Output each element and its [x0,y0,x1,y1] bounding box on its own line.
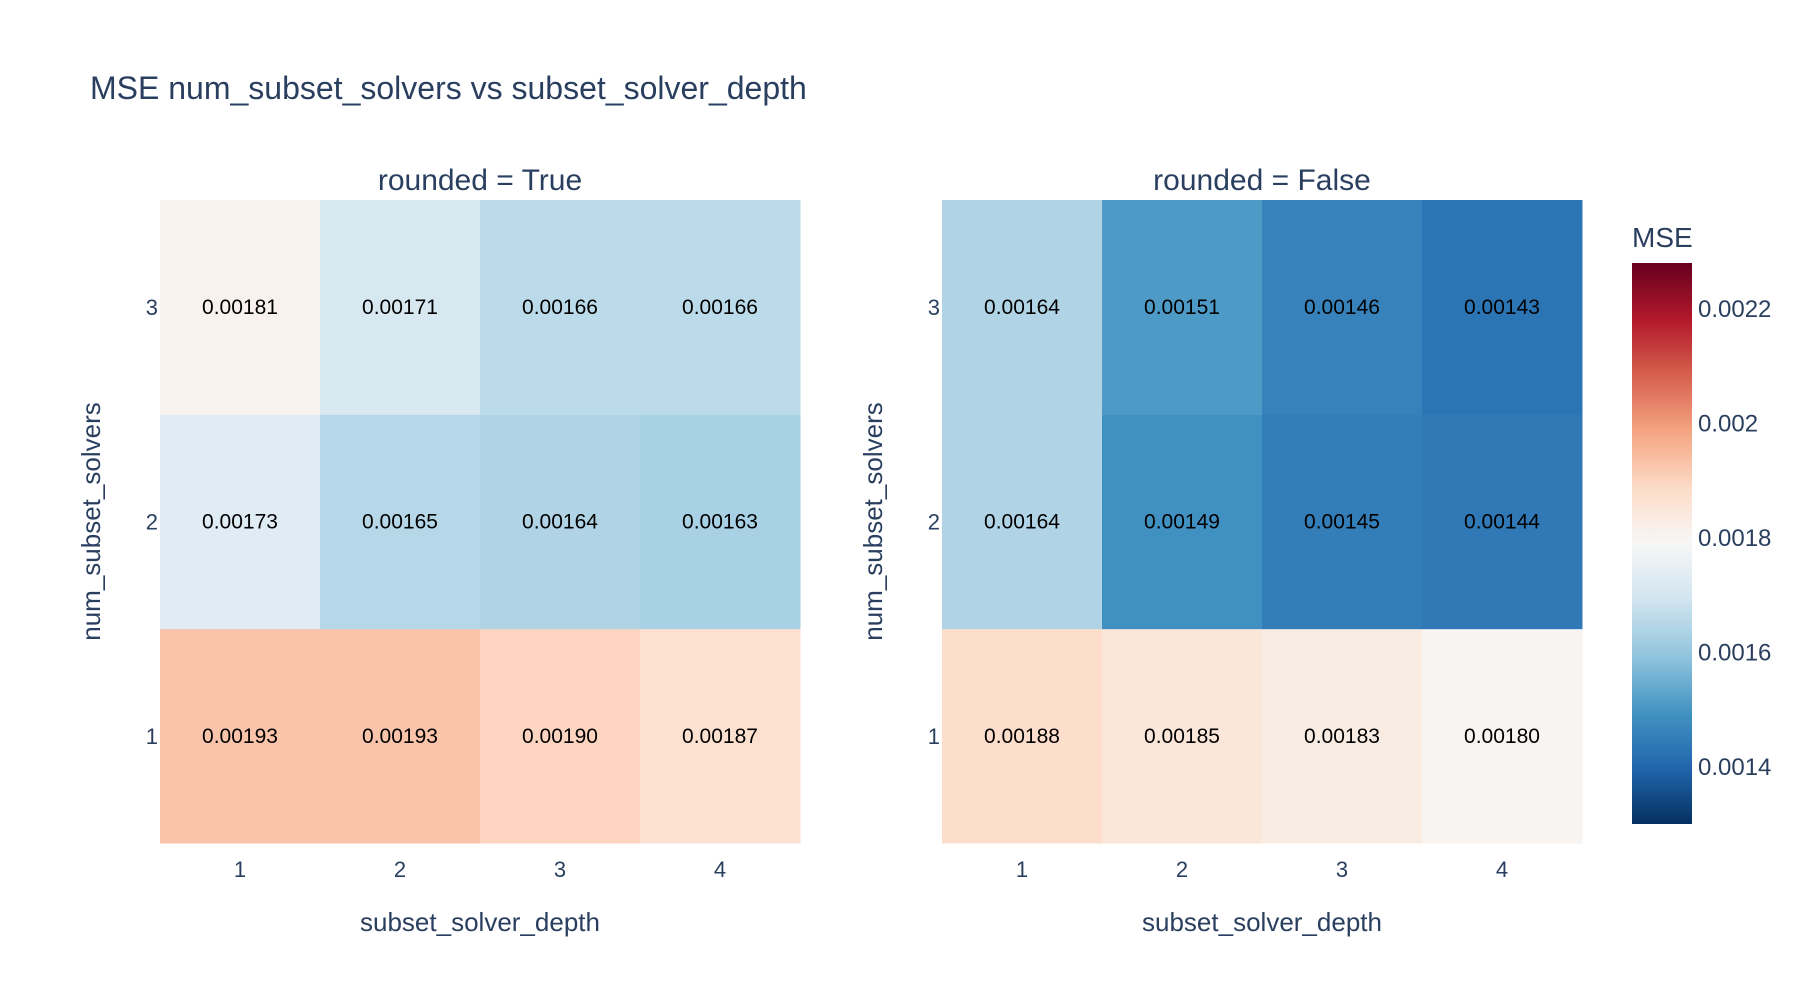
heatmap-cell [640,628,801,844]
y-tick-label: 3 [146,295,158,320]
x-tick-label: 3 [554,857,566,882]
x-tick-label: 2 [394,857,406,882]
heatmap-cell [1102,628,1263,844]
y-tick-label: 3 [928,295,940,320]
cell-value-label: 0.00188 [984,725,1060,748]
y-tick-label: 2 [928,510,940,535]
cell-value-label: 0.00173 [202,511,278,534]
cell-value-label: 0.00180 [1464,725,1540,748]
colorbar-gradient [1632,263,1692,824]
heatmap-cell [160,414,321,630]
colorbar-tick-label: 0.0022 [1698,296,1771,323]
cell-value-label: 0.00146 [1304,296,1380,319]
cell-value-label: 0.00190 [522,725,598,748]
cell-value-label: 0.00187 [682,725,758,748]
cell-value-label: 0.00149 [1144,511,1220,534]
cell-value-label: 0.00185 [1144,725,1220,748]
y-tick-label: 2 [146,510,158,535]
cell-value-label: 0.00166 [522,296,598,319]
colorbar-ticks: 0.0014 0.0016 0.0018 0.002 0.0022 [1698,296,1771,781]
cell-value-label: 0.00151 [1144,296,1220,319]
chart-title: MSE num_subset_solvers vs subset_solver_… [90,70,807,106]
heatmap-panel-2: rounded = False 0.00188 0.00185 0.00183 0.00… [858,164,1583,937]
cell-value-label: 0.00183 [1304,725,1380,748]
heatmap-cell [480,628,641,844]
x-tick-label: 1 [234,857,246,882]
heatmap-cell [320,200,481,415]
y-tick-label: 1 [146,724,158,749]
cell-value-label: 0.00166 [682,296,758,319]
x-tick-label: 4 [1496,857,1508,882]
panel-title: rounded = False [1153,164,1371,197]
y-axis-title: num_subset_solvers [76,402,106,640]
colorbar-tick-label: 0.0016 [1698,639,1771,666]
heatmap-cell [1422,414,1583,630]
cell-value-label: 0.00163 [682,511,758,534]
heatmap-cell [942,628,1103,844]
heatmap-cell [1262,200,1423,415]
colorbar-title: MSE [1632,222,1693,253]
cell-value-label: 0.00171 [362,296,438,319]
y-axis-title: num_subset_solvers [858,402,888,640]
x-tick-label: 3 [1336,857,1348,882]
colorbar-tick-label: 0.0014 [1698,754,1771,781]
heatmap-panel-1: rounded = True 0.00193 0.00193 0.00190 0.001… [76,164,801,937]
cell-value-label: 0.00164 [984,296,1060,319]
cell-value-label: 0.00181 [202,296,278,319]
heatmap-cell [1422,200,1583,415]
x-tick-label: 2 [1176,857,1188,882]
x-tick-label: 1 [1016,857,1028,882]
cell-value-label: 0.00193 [202,725,278,748]
cell-value-label: 0.00164 [522,511,598,534]
colorbar-tick-label: 0.0018 [1698,525,1771,552]
panel-title: rounded = True [378,164,582,197]
heatmap-cell [942,414,1103,630]
x-tick-label: 4 [714,857,726,882]
heatmap-cell [640,200,801,415]
cell-value-label: 0.00165 [362,511,438,534]
heatmap-cell [320,628,481,844]
heatmap-cell [640,414,801,630]
heatmap-cell [160,628,321,844]
heatmap-cell [1102,414,1263,630]
heatmap-cell [1102,200,1263,415]
heatmap-cell [480,414,641,630]
heatmap-cell [1262,414,1423,630]
cell-value-label: 0.00193 [362,725,438,748]
heatmap-cell [942,200,1103,415]
colorbar-tick-label: 0.002 [1698,410,1758,437]
heatmap-cell [320,414,481,630]
heatmap-panels: rounded = True 0.00193 0.00193 0.00190 0.001… [76,164,1583,937]
cell-value-label: 0.00143 [1464,296,1540,319]
heatmap-cell [480,200,641,415]
cell-value-label: 0.00164 [984,511,1060,534]
heatmap-cell [1422,628,1583,844]
cell-value-label: 0.00145 [1304,511,1380,534]
y-tick-label: 1 [928,724,940,749]
heatmap-cell [160,200,321,415]
x-axis-title: subset_solver_depth [1142,907,1382,937]
x-axis-title: subset_solver_depth [360,907,600,937]
colorbar: MSE 0.0014 0.0016 0.0018 0.002 0.0022 [1632,222,1771,824]
heatmap-cell [1262,628,1423,844]
cell-value-label: 0.00144 [1464,511,1540,534]
